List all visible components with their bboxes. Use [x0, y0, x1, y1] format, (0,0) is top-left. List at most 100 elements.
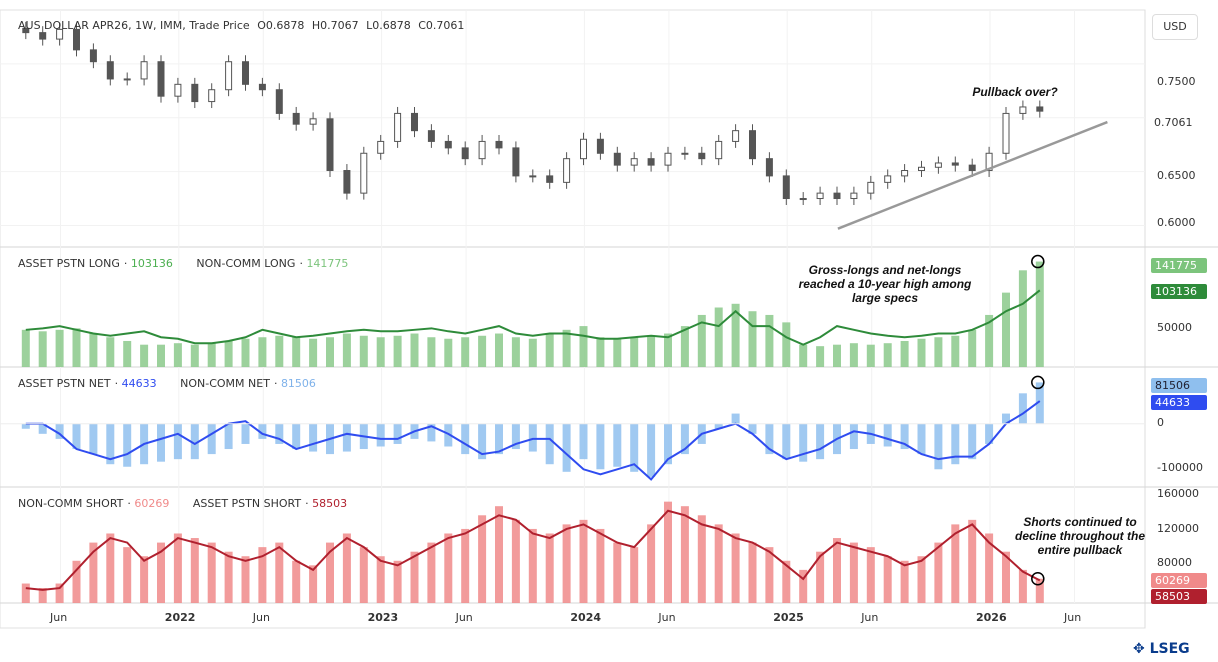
bar-non-comm-net — [1002, 413, 1010, 424]
trendline — [837, 120, 1108, 230]
bar-non-comm-short — [545, 533, 554, 603]
bar-non-comm-net — [444, 423, 453, 447]
x-tick-label: 2024 — [570, 611, 602, 624]
bar-non-comm-long — [359, 335, 368, 367]
currency-button[interactable]: USD — [1152, 14, 1198, 40]
bar-non-comm-long — [258, 337, 267, 367]
symbol-title: AUS DOLLAR APR26, 1W, IMM, Trade Price — [18, 19, 250, 32]
bar-non-comm-short — [630, 547, 639, 603]
bar-non-comm-net — [562, 423, 571, 472]
candle — [1002, 112, 1010, 154]
line-asset-pstn-net — [25, 400, 1041, 481]
bar-non-comm-short — [714, 524, 723, 603]
bar-non-comm-net — [528, 423, 537, 452]
annotation-longs: Gross-longs and net-longs reached a 10-y… — [798, 263, 972, 305]
net-legend: ASSET PSTN NET · 44633 NON-COMM NET · 8150… — [18, 377, 316, 390]
bar-non-comm-long — [241, 338, 250, 367]
bar-non-comm-long — [393, 335, 402, 367]
bar-non-comm-long — [376, 337, 385, 367]
candle — [833, 192, 841, 200]
short-axis-label: 160000 — [1157, 487, 1199, 500]
bar-non-comm-net — [173, 423, 182, 460]
candle — [884, 175, 892, 183]
candle — [546, 175, 554, 183]
highlight-circle — [1031, 571, 1045, 586]
bar-non-comm-short — [934, 542, 943, 603]
line-asset-pstn-long — [25, 289, 1041, 346]
candle — [596, 138, 604, 154]
bar-non-comm-short — [123, 547, 132, 603]
bar-non-comm-short — [816, 551, 825, 603]
bar-non-comm-net — [934, 423, 943, 470]
bar-non-comm-net — [579, 423, 588, 460]
bar-non-comm-net — [613, 423, 622, 467]
candle — [580, 138, 587, 160]
bar-non-comm-short — [900, 560, 909, 603]
bar-non-comm-net — [731, 413, 740, 424]
x-tick-label: Jun — [50, 611, 68, 624]
bar-non-comm-short — [342, 533, 351, 603]
bar-non-comm-short — [697, 515, 706, 603]
bar-non-comm-long — [714, 307, 723, 367]
bar-non-comm-long — [224, 340, 233, 367]
bar-non-comm-short — [241, 556, 250, 603]
candle — [918, 166, 925, 172]
bar-non-comm-net — [816, 423, 825, 460]
bar-non-comm-short — [748, 542, 757, 603]
bar-non-comm-long — [1035, 261, 1044, 367]
bar-non-comm-net — [461, 423, 470, 455]
legend-asset-short-value: 58503 — [312, 497, 348, 510]
bar-non-comm-short — [393, 560, 402, 603]
bar-non-comm-net — [89, 423, 98, 455]
bar-non-comm-short — [782, 560, 791, 603]
candle — [816, 192, 824, 200]
long-legend: ASSET PSTN LONG · 103136 NON-COMM LONG · 1… — [18, 257, 349, 270]
bar-non-comm-short — [461, 528, 470, 603]
bar-non-comm-short — [1018, 569, 1027, 603]
x-tick-label: Jun — [1064, 611, 1082, 624]
candle — [985, 152, 993, 172]
candle — [39, 32, 47, 40]
bar-non-comm-net — [342, 423, 351, 452]
candle — [664, 152, 672, 166]
candle — [427, 130, 435, 142]
bar-non-comm-net — [680, 423, 689, 455]
bar-non-comm-long — [55, 329, 64, 367]
candle — [968, 164, 976, 172]
lseg-logo: ✥ LSEG — [1133, 641, 1190, 657]
bar-non-comm-long — [190, 344, 199, 367]
candle — [326, 118, 334, 172]
candle — [258, 83, 266, 91]
bar-non-comm-net — [72, 423, 81, 450]
short-axis-label: 80000 — [1157, 556, 1192, 569]
bar-non-comm-long — [72, 328, 81, 367]
price-axis-label: 0.7500 — [1157, 75, 1196, 88]
highlight-circle — [1031, 375, 1045, 390]
candle — [394, 112, 402, 142]
candle — [174, 83, 182, 97]
legend-asset-net: ASSET PSTN NET — [18, 377, 111, 390]
bar-non-comm-short — [495, 506, 503, 603]
bar-non-comm-long — [495, 333, 503, 367]
bar-non-comm-net — [883, 423, 892, 447]
bar-non-comm-long — [647, 335, 656, 367]
price-legend: AUS DOLLAR APR26, 1W, IMM, Trade Price O… — [18, 19, 468, 32]
bar-non-comm-long — [630, 337, 639, 367]
bar-non-comm-long — [748, 311, 757, 367]
candle — [799, 198, 807, 201]
candle — [529, 175, 537, 178]
bar-non-comm-long — [140, 344, 149, 367]
bar-non-comm-net — [309, 423, 318, 452]
bar-non-comm-net — [275, 423, 284, 444]
bar-non-comm-short — [596, 528, 605, 603]
bar-non-comm-short — [849, 542, 858, 603]
bar-non-comm-net — [1018, 393, 1027, 424]
bar-non-comm-short — [376, 556, 385, 603]
short-axis-label: 120000 — [1157, 522, 1199, 535]
ohlc-high: H0.7067 — [311, 19, 359, 32]
candle — [208, 89, 216, 103]
bar-non-comm-long — [478, 335, 487, 367]
legend-noncomm-net: NON-COMM NET — [180, 377, 270, 390]
bar-non-comm-short — [985, 533, 994, 603]
